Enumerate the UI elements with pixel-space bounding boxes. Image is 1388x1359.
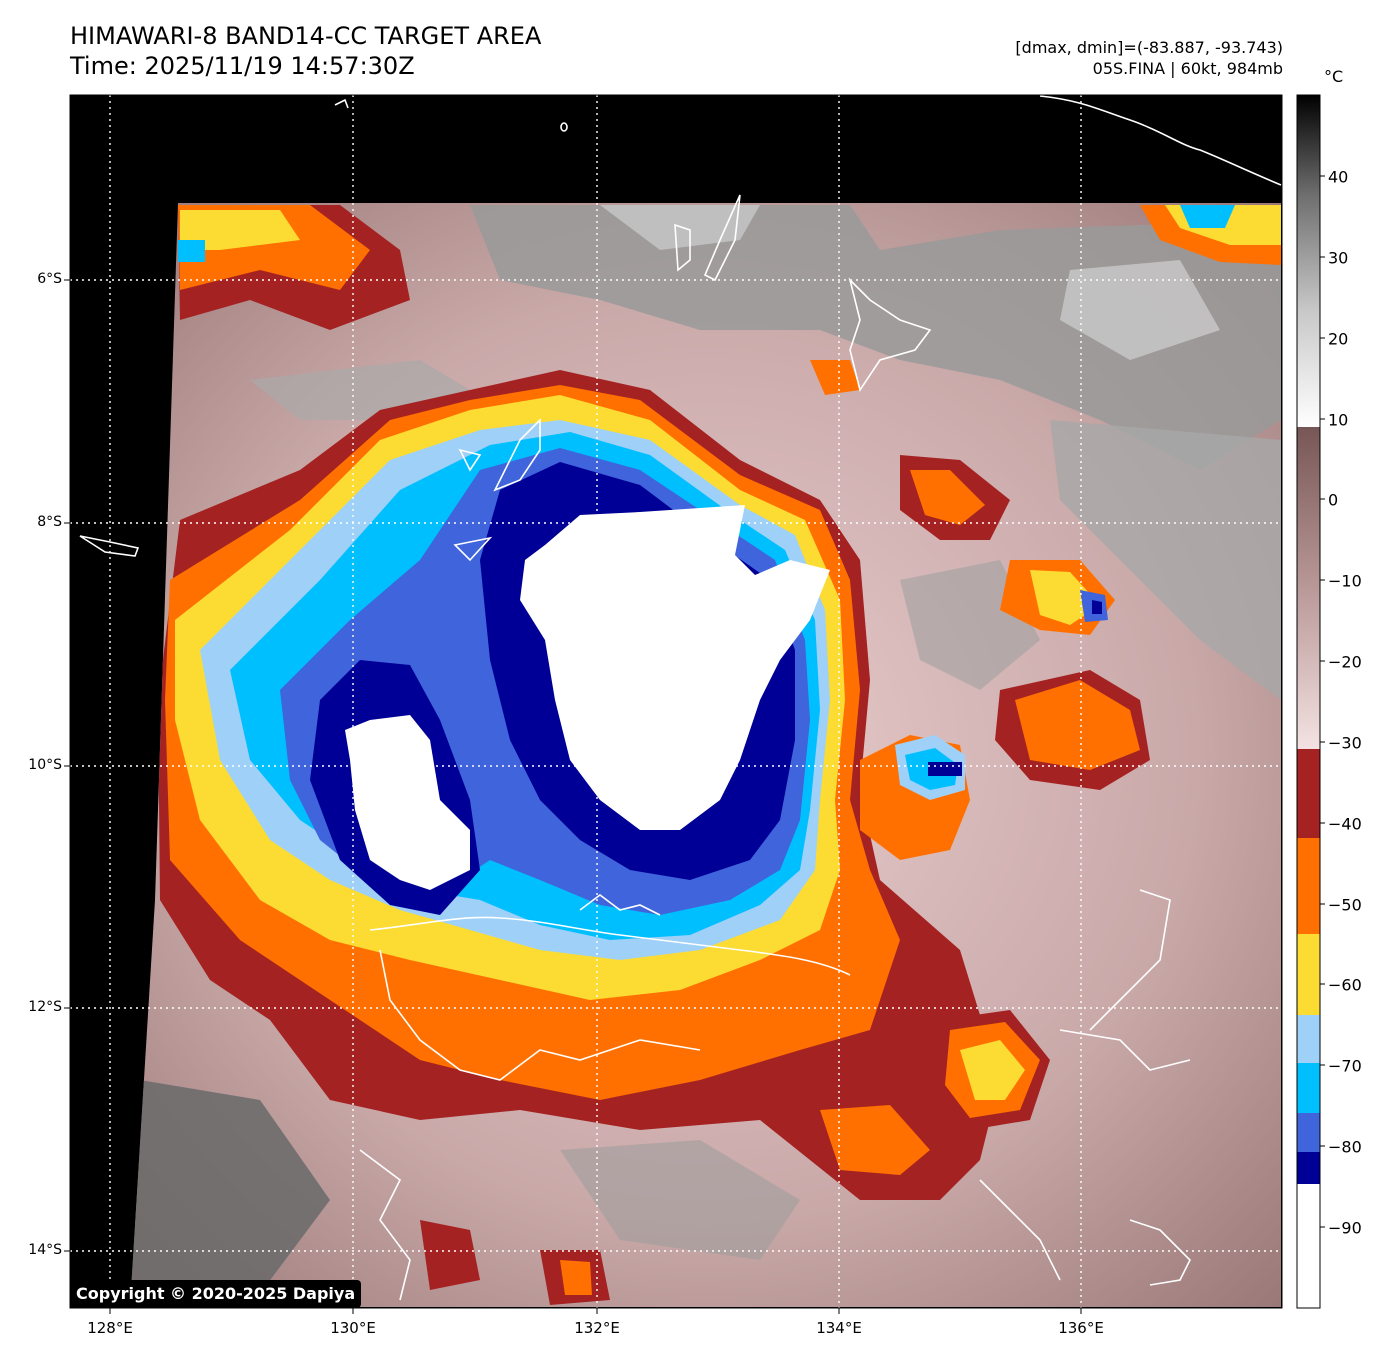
colorbar-tick-label: 10 (1328, 410, 1349, 430)
brightness-temperature-field (130, 203, 1281, 1307)
lon-label-132e: 132°E (574, 1319, 620, 1337)
map-frame (69, 94, 1283, 1309)
colorbar-tick-label: −20 (1328, 652, 1362, 672)
storm-info: 05S.FINA | 60kt, 984mb (1092, 59, 1283, 78)
lat-label-8s: 8°S (37, 514, 62, 530)
colorbar-tick-label: 20 (1328, 329, 1349, 349)
colorbar-tick-label: 40 (1328, 167, 1349, 187)
colorbar-tick-label: −40 (1328, 814, 1362, 834)
colorbar-tick-label: −10 (1328, 571, 1362, 591)
lat-label-10s: 10°S (28, 757, 62, 773)
colorbar (1296, 94, 1325, 1309)
lat-label-12s: 12°S (28, 999, 62, 1015)
chart-title: HIMAWARI-8 BAND14-CC TARGET AREA (70, 22, 542, 50)
colorbar-tick-label: −60 (1328, 975, 1362, 995)
colorbar-tick-label: −90 (1328, 1218, 1362, 1238)
observation-time: Time: 2025/11/19 14:57:30Z (70, 52, 415, 80)
colorbar-tick-label: −80 (1328, 1137, 1362, 1157)
axis-ticks (64, 279, 1082, 1314)
lat-label-6s: 6°S (37, 271, 62, 287)
copyright-label: Copyright © 2020-2025 Dapiya (70, 1280, 362, 1308)
temperature-range-info: [dmax, dmin]=(-83.887, -93.743) (1015, 38, 1283, 57)
lon-label-136e: 136°E (1058, 1319, 1104, 1337)
gridlines (70, 95, 1282, 1308)
colorbar-tick-label: −50 (1328, 895, 1362, 915)
colorbar-tick-label: 30 (1328, 248, 1349, 268)
colorbar-tick-label: −30 (1328, 733, 1362, 753)
coastlines (79, 95, 1282, 1301)
colorbar-unit: °C (1324, 67, 1344, 86)
colorbar-tick-label: 0 (1328, 490, 1339, 510)
lat-label-14s: 14°S (28, 1242, 62, 1258)
colorbar-tick-label: −70 (1328, 1056, 1362, 1076)
lon-label-130e: 130°E (330, 1319, 376, 1337)
lon-label-128e: 128°E (87, 1319, 133, 1337)
lon-label-134e: 134°E (816, 1319, 862, 1337)
